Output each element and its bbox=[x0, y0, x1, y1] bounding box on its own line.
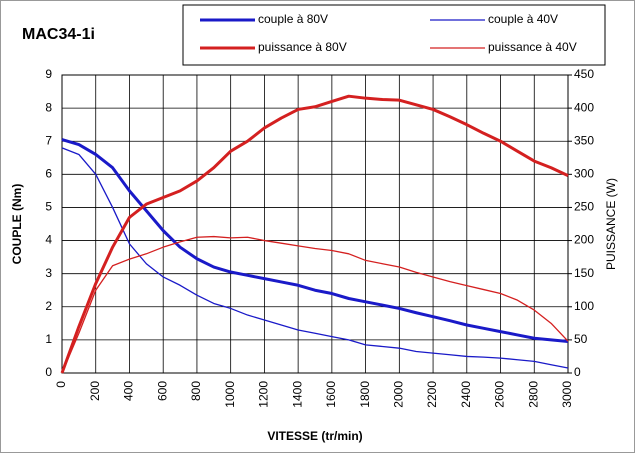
y-axis-title: COUPLE (Nm) bbox=[10, 184, 24, 265]
x-tick-label: 1800 bbox=[358, 381, 372, 408]
y2-tick-label: 300 bbox=[574, 167, 594, 181]
line-series bbox=[61, 147, 569, 369]
y2-tick-label: 400 bbox=[574, 100, 594, 114]
line-series bbox=[61, 235, 569, 374]
x-tick-label: 800 bbox=[189, 381, 203, 401]
x-tick-label: 200 bbox=[88, 381, 102, 401]
x-tick-label: 2400 bbox=[459, 381, 473, 408]
x-tick-label: 1400 bbox=[290, 381, 304, 408]
x-tick-label: 2800 bbox=[526, 381, 540, 408]
y-tick-label: 3 bbox=[45, 266, 52, 280]
y2-axis-title: PUISSANCE (W) bbox=[604, 178, 618, 270]
line-series bbox=[61, 138, 569, 344]
y-tick-label: 7 bbox=[45, 133, 52, 147]
x-tick-label: 1200 bbox=[257, 381, 271, 408]
y-tick-label: 9 bbox=[45, 67, 52, 81]
x-tick-label: 600 bbox=[155, 381, 169, 401]
y2-tick-label: 250 bbox=[574, 200, 594, 214]
x-tick-label: 2000 bbox=[392, 381, 406, 408]
y2-tick-label: 450 bbox=[574, 67, 594, 81]
x-tick-label: 0 bbox=[54, 381, 68, 388]
x-tick-label: 1000 bbox=[223, 381, 237, 408]
y-tick-label: 1 bbox=[45, 332, 52, 346]
legend-label: couple à 40V bbox=[488, 12, 558, 26]
y2-tick-label: 200 bbox=[574, 233, 594, 247]
y-tick-label: 6 bbox=[45, 167, 52, 181]
y-tick-label: 8 bbox=[45, 100, 52, 114]
y-tick-label: 2 bbox=[45, 299, 52, 313]
plot-frame bbox=[61, 74, 569, 374]
x-tick-label: 1600 bbox=[324, 381, 338, 408]
y2-tick-label: 0 bbox=[574, 365, 581, 379]
y-tick-label: 4 bbox=[45, 233, 52, 247]
x-tick-label: 3000 bbox=[560, 381, 574, 408]
x-tick-label: 2200 bbox=[425, 381, 439, 408]
x-axis-title: VITESSE (tr/min) bbox=[267, 429, 362, 443]
x-tick-label: 2600 bbox=[493, 381, 507, 408]
y-tick-label: 0 bbox=[45, 365, 52, 379]
y-tick-label: 5 bbox=[45, 200, 52, 214]
y2-tick-label: 100 bbox=[574, 299, 594, 313]
x-tick-label: 400 bbox=[122, 381, 136, 401]
y2-tick-label: 350 bbox=[574, 133, 594, 147]
y2-tick-label: 150 bbox=[574, 266, 594, 280]
chart-title: MAC34-1i bbox=[22, 26, 95, 43]
legend-label: couple à 80V bbox=[258, 12, 328, 26]
legend bbox=[182, 4, 606, 66]
line-series bbox=[60, 94, 569, 374]
legend-label: puissance à 40V bbox=[488, 40, 577, 54]
legend-label: puissance à 80V bbox=[258, 40, 347, 54]
y2-tick-label: 50 bbox=[574, 332, 588, 346]
